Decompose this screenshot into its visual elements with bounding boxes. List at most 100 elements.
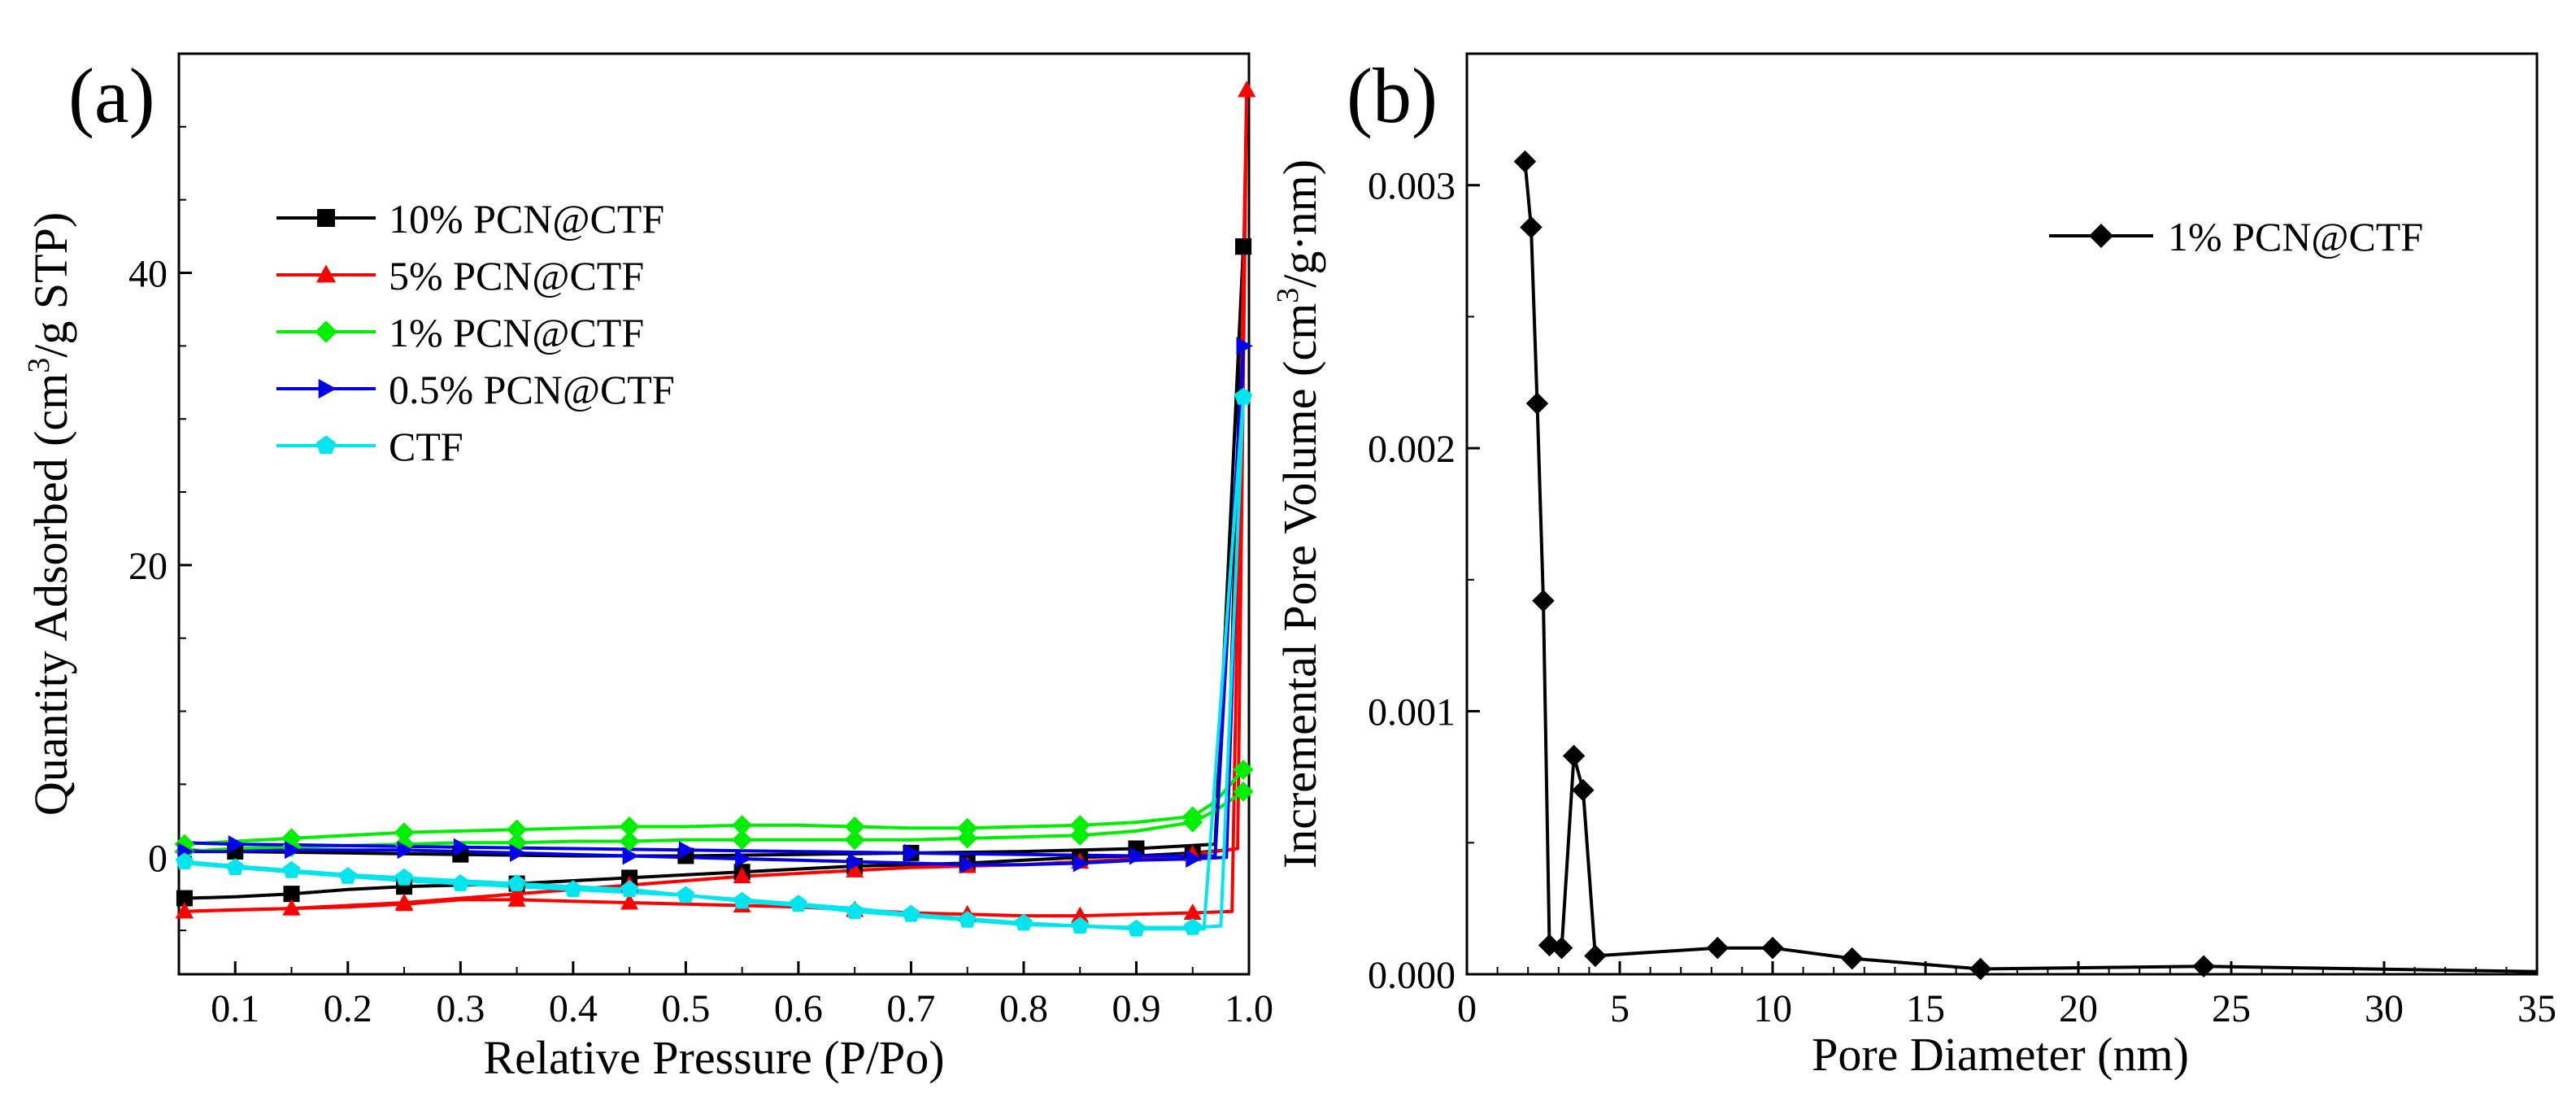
x-tick-label-b: 10 <box>1753 987 1792 1030</box>
data-point-pore <box>1520 216 1543 239</box>
y-axis-label-b-rest: /g·nm) <box>1273 159 1326 288</box>
data-point-adsorption <box>620 880 638 898</box>
x-axis-label-b: Pore Diameter (nm) <box>1812 1028 2189 1081</box>
data-point-adsorption <box>847 852 864 871</box>
y-tick-label-a: 40 <box>128 253 168 296</box>
legend-marker-icon <box>317 209 335 227</box>
y-tick-label-b: 0.003 <box>1368 165 1456 208</box>
series-line-pore <box>1523 161 2538 973</box>
series-line-adsorption <box>184 246 1246 900</box>
panel-label-a: (a) <box>68 52 155 139</box>
data-point-adsorption <box>507 874 526 891</box>
data-point-pore <box>2192 955 2215 978</box>
series-group-b <box>1513 150 2538 981</box>
data-point-desorption <box>733 867 751 884</box>
series-line-desorption <box>184 346 1246 858</box>
x-tick-label-a: 0.6 <box>774 987 823 1030</box>
x-tick-label-a: 0.3 <box>436 987 485 1030</box>
data-point-adsorption <box>1183 903 1202 921</box>
legend-marker-icon <box>315 264 337 283</box>
data-point-desorption <box>1069 815 1090 836</box>
data-point-pore <box>1969 957 1992 981</box>
x-axis-label-a: Relative Pressure (P/Po) <box>483 1031 944 1084</box>
y-tick-label-b: 0.000 <box>1368 954 1456 997</box>
y-axis-label-b: Incremental Pore Volume (cm3/g·nm) <box>1271 159 1326 869</box>
y-axis-label-a-sup: 3 <box>22 358 56 373</box>
data-point-desorption <box>1015 913 1033 931</box>
panel-a: 0.1 0.2 0.3 0.4 0.5 0.6 0.7 0.8 0.9 1.0 0 20 40 10%… <box>22 52 1273 1084</box>
x-tick-label-a: 0.4 <box>549 987 598 1030</box>
data-point-pore <box>1562 744 1586 768</box>
data-point-pore <box>1525 392 1549 415</box>
data-point-pore <box>1584 944 1607 968</box>
data-point-adsorption <box>176 852 194 869</box>
y-axis-label-a-main: Quantity Adsorbed (cm <box>24 373 77 816</box>
data-point-adsorption <box>622 847 639 865</box>
x-tick-label-a: 0.7 <box>886 987 935 1030</box>
data-point-pore <box>1761 936 1784 960</box>
data-point-pore <box>1706 936 1730 960</box>
y-tick-label-b: 0.002 <box>1368 428 1456 471</box>
y-tick-labels-b: 0.000 0.001 0.002 0.003 <box>1368 165 1456 997</box>
data-point-adsorption <box>1069 825 1090 846</box>
data-point-adsorption <box>1071 917 1090 934</box>
data-point-desorption <box>1182 806 1203 827</box>
data-point-adsorption <box>957 828 978 849</box>
data-point-pore <box>1532 589 1555 612</box>
data-point-desorption <box>957 817 978 838</box>
series-line-adsorption <box>184 397 1246 930</box>
legend-a: 10% PCN@CTF 5% PCN@CTF 1% PCN@CTF 0.5% PCN@… <box>276 196 675 469</box>
panel-b: 0 5 10 15 20 25 30 35 0.000 0.001 0.002 0.003 1% P… <box>1271 52 2556 1081</box>
y-tick-label-a: 20 <box>128 545 168 588</box>
x-tick-label-b: 15 <box>1906 987 1945 1030</box>
x-tick-label-a: 0.8 <box>999 987 1048 1030</box>
y-tick-label-a: 0 <box>148 837 168 880</box>
x-tick-labels-a: 0.1 0.2 0.3 0.4 0.5 0.6 0.7 0.8 0.9 1.0 <box>211 987 1273 1030</box>
legend-marker-icon <box>2089 224 2113 248</box>
data-point-desorption <box>175 902 194 919</box>
x-tick-label-b: 0 <box>1457 987 1477 1030</box>
data-point-adsorption <box>844 829 865 851</box>
plot-frame-b <box>1465 52 2539 976</box>
data-point-adsorption <box>619 830 640 851</box>
y-axis-label-b-main: Incremental Pore Volume (cm <box>1273 303 1326 869</box>
data-point-adsorption <box>1071 906 1090 923</box>
data-point-pore <box>1841 947 1864 970</box>
data-point-desorption <box>228 835 245 854</box>
data-point-adsorption <box>176 890 193 907</box>
data-point-adsorption <box>846 902 864 919</box>
data-point-desorption <box>1236 337 1253 355</box>
panel-label-b: (b) <box>1347 52 1438 139</box>
data-point-adsorption <box>1183 918 1202 935</box>
x-tick-label-b: 30 <box>2365 987 2404 1030</box>
data-point-desorption <box>507 819 528 840</box>
x-tick-label-b: 35 <box>2517 987 2556 1030</box>
data-point-desorption <box>903 843 920 862</box>
legend-label: 5% PCN@CTF <box>389 253 644 298</box>
data-point-adsorption <box>1233 781 1254 802</box>
data-point-desorption <box>1129 847 1146 865</box>
axis-ticks-b <box>1465 184 2539 976</box>
data-point-adsorption <box>620 893 639 910</box>
data-point-adsorption <box>958 911 977 928</box>
x-tick-label-b: 20 <box>2059 987 2098 1030</box>
data-point-adsorption <box>960 856 977 874</box>
data-point-desorption <box>790 895 807 912</box>
data-point-desorption <box>619 816 640 838</box>
x-tick-label-a: 0.2 <box>324 987 372 1030</box>
data-point-adsorption <box>1073 854 1090 873</box>
data-point-desorption <box>846 860 864 877</box>
series-line-desorption <box>184 89 1249 913</box>
data-point-adsorption <box>282 860 301 878</box>
y-tick-labels-a: 0 20 40 <box>128 253 168 881</box>
data-point-desorption <box>395 893 414 910</box>
legend-marker-icon <box>315 320 337 343</box>
x-tick-labels-b: 0 5 10 15 20 25 30 35 <box>1457 987 2556 1030</box>
x-tick-label-b: 25 <box>2212 987 2251 1030</box>
series-line-desorption <box>184 246 1246 858</box>
data-point-adsorption <box>285 841 302 860</box>
data-point-pore <box>1513 150 1537 173</box>
data-point-pore <box>1572 778 1595 802</box>
data-point-adsorption <box>397 841 414 860</box>
